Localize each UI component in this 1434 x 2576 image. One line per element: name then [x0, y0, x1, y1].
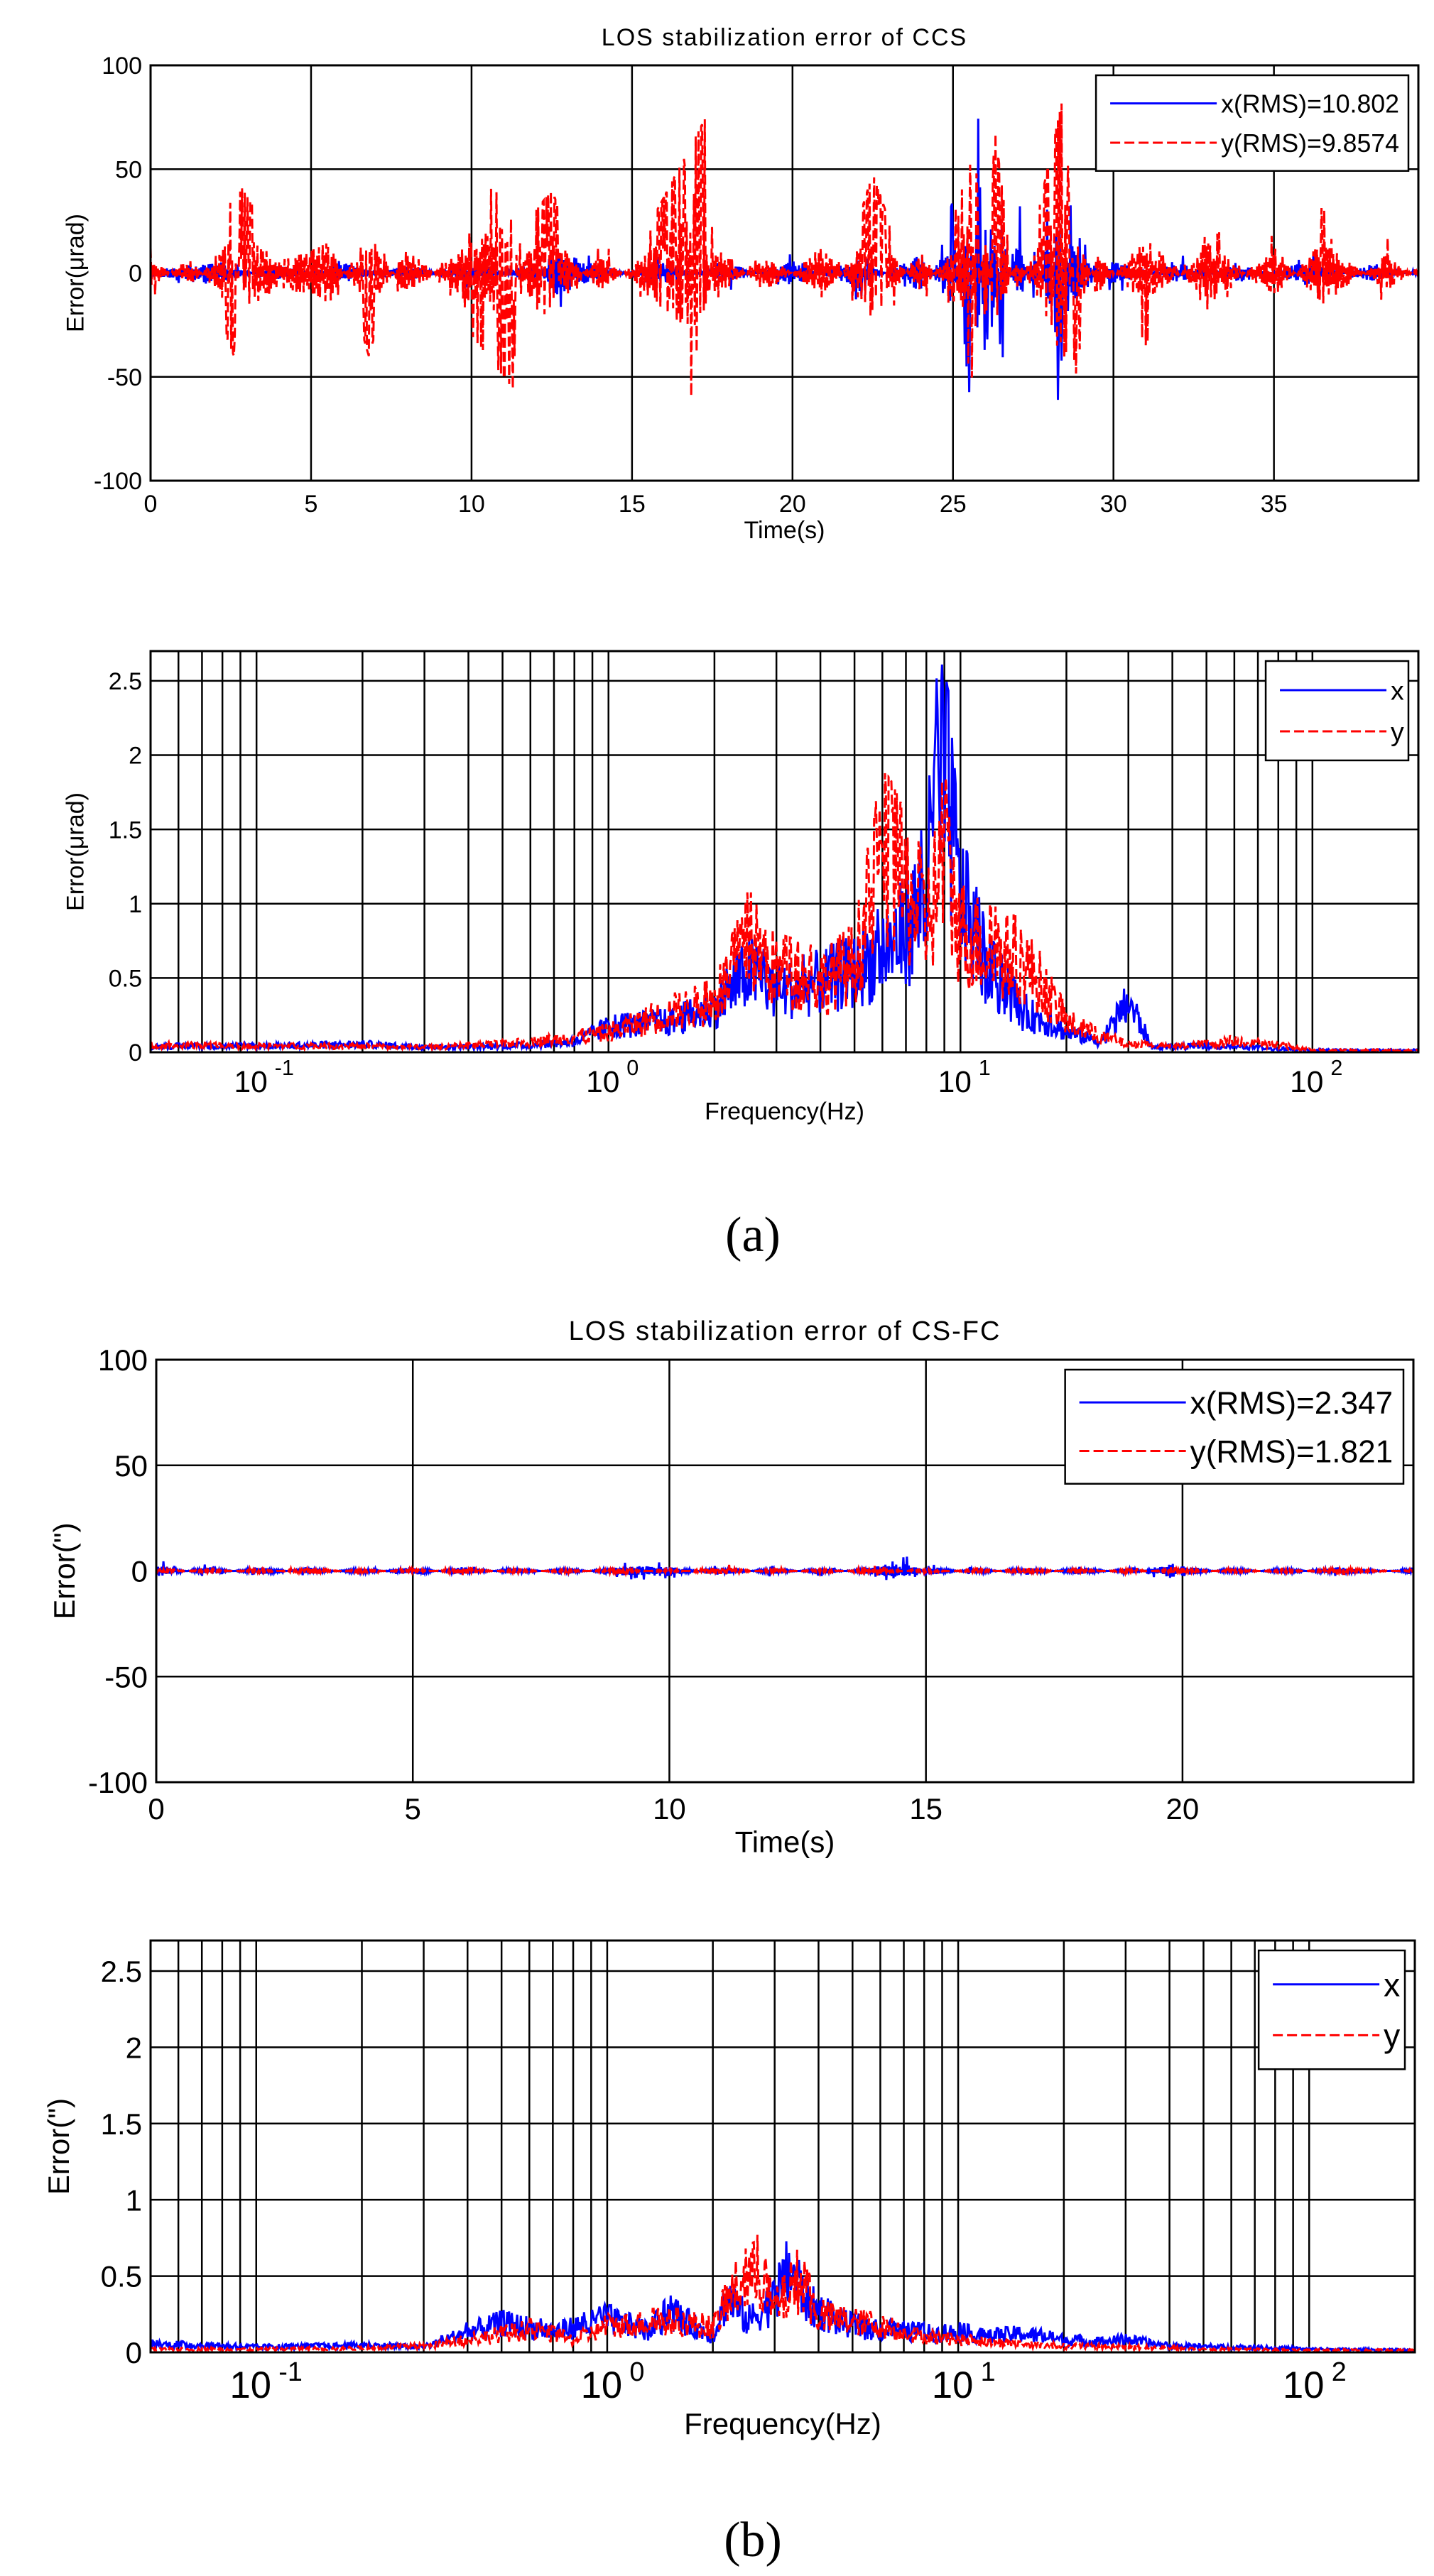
axes-frame	[149, 650, 1420, 1054]
series-line-x	[151, 664, 1418, 1052]
y-tick-label: -100	[88, 1766, 148, 1799]
chart-b1: 0 5 10 15 20 -100 -50 0 50 100 Time(s) Error(") LOS …	[48, 1316, 1415, 1858]
x-tick-label: 5	[405, 1792, 421, 1825]
legend: x(RMS)=2.347 y(RMS)=1.821	[1064, 1368, 1405, 1485]
x-tick-label: 10	[1290, 1066, 1323, 1099]
series-line-y	[151, 773, 1418, 1052]
legend: xy	[1257, 1949, 1406, 2070]
x-tick-label-exponent: 0	[629, 2357, 644, 2387]
y-tick-label: 100	[98, 1343, 148, 1377]
y-axis-label: Error(")	[42, 2098, 75, 2195]
series-group	[151, 664, 1418, 1052]
grid	[151, 1941, 1415, 2352]
y-tick-label: 0	[129, 1039, 142, 1066]
y-tick-label: 0.5	[101, 2260, 142, 2293]
x-tick-label-exponent: 0	[626, 1056, 639, 1080]
series-line-x	[151, 2241, 1415, 2352]
legend-label: y	[1391, 716, 1404, 746]
panel-label-b: (b)	[724, 2513, 782, 2567]
x-tick-label-exponent: 2	[1332, 2357, 1347, 2387]
series-line-y	[151, 2234, 1415, 2352]
x-tick-label: 10	[1283, 2364, 1324, 2406]
y-tick-label: -100	[94, 468, 142, 495]
series-group	[156, 1556, 1413, 1581]
legend: x(RMS)=10.802 y(RMS)=9.8574	[1094, 74, 1410, 172]
y-tick-label: 50	[114, 1449, 148, 1483]
y-tick-label: -50	[104, 1660, 148, 1693]
legend-label: x	[1384, 1966, 1400, 2003]
legend-label: y	[1384, 2017, 1400, 2054]
series-line-y	[151, 103, 1418, 396]
x-axis-label: Time(s)	[744, 517, 825, 544]
y-tick-label: 2.5	[109, 668, 142, 695]
y-tick-label: 1	[126, 2183, 142, 2217]
series-line-y	[156, 1563, 1413, 1578]
legend-box	[1064, 1368, 1405, 1485]
series-group	[151, 103, 1418, 400]
y-tick-label: 1	[129, 891, 142, 918]
legend-box	[1094, 74, 1410, 172]
legend-label: x	[1391, 675, 1404, 705]
x-tick-label: 20	[779, 491, 806, 518]
y-tick-label: 0.5	[109, 966, 142, 993]
y-axis-label: Error(μrad)	[63, 214, 89, 332]
x-tick-label: 10	[932, 2364, 973, 2406]
x-tick-label: 0	[148, 1792, 164, 1825]
legend-label: x(RMS)=10.802	[1221, 90, 1399, 119]
y-tick-label: 2	[126, 2031, 142, 2064]
x-tick-label: 10	[581, 2364, 622, 2406]
chart-title: LOS stabilization error of CCS	[602, 24, 967, 51]
y-axis-label: Error(")	[48, 1522, 81, 1619]
x-tick-label-exponent: 2	[1330, 1056, 1342, 1080]
x-axis-label: Time(s)	[735, 1825, 835, 1858]
legend-label: y(RMS)=9.8574	[1221, 129, 1399, 158]
legend-label: y(RMS)=1.821	[1190, 1434, 1394, 1469]
x-tick-label-exponent: 1	[979, 1056, 991, 1080]
x-tick-label-exponent: -1	[278, 2357, 303, 2387]
x-tick-label: 10	[938, 1066, 972, 1099]
y-axis-label: Error(μrad)	[63, 792, 89, 911]
x-tick-label: 20	[1166, 1792, 1200, 1825]
axes-frame	[155, 1358, 1415, 1784]
panel-label-a: (a)	[725, 1208, 781, 1262]
y-tick-label: 1.5	[101, 2107, 142, 2141]
x-axis-label: Frequency(Hz)	[705, 1098, 864, 1125]
x-tick-label: 10	[653, 1792, 686, 1825]
y-tick-label: 100	[102, 53, 142, 80]
y-tick-label: 0	[129, 261, 142, 288]
x-tick-label: 10	[458, 491, 485, 518]
x-tick-label: 0	[144, 491, 158, 518]
x-tick-label: 25	[940, 491, 967, 518]
y-tick-label: 1.5	[109, 817, 142, 844]
x-tick-label: 10	[230, 2364, 271, 2406]
y-tick-label: -50	[107, 364, 142, 391]
legend-box	[1257, 1949, 1406, 2070]
legend: xy	[1264, 660, 1410, 762]
x-tick-label: 35	[1261, 491, 1288, 518]
x-tick-label: 10	[234, 1066, 268, 1099]
x-tick-label: 5	[304, 491, 317, 518]
chart-title: LOS stabilization error of CS-FC	[569, 1316, 1001, 1346]
x-tick-label: 30	[1100, 491, 1127, 518]
axes-frame	[149, 64, 1420, 482]
y-tick-label: 2	[129, 743, 142, 770]
x-tick-label-exponent: -1	[275, 1056, 294, 1080]
axes-frame	[149, 1939, 1416, 2354]
x-tick-label: 10	[586, 1066, 619, 1099]
x-tick-label-exponent: 1	[981, 2357, 996, 2387]
series-group	[151, 2234, 1415, 2352]
chart-b2: 10 -1 10 0 10 1 10 200.511.522.5Frequency(Hz)Er…	[42, 1939, 1416, 2440]
y-tick-label: 2.5	[101, 1955, 142, 1988]
x-axis-label: Frequency(Hz)	[684, 2407, 881, 2440]
chart-a2: 10 -1 10 0 10 1 10 2 0 0.5 1 1.5 2 2.5 Frequency(Hz) Er…	[63, 650, 1420, 1125]
legend-label: x(RMS)=2.347	[1190, 1386, 1394, 1421]
chart-a1: 0 5 10 15 20 25 30 35 -100 -50 0 50 100 Time(s) Error(…	[63, 24, 1420, 544]
y-tick-label: 0	[126, 2336, 142, 2369]
legend-box	[1264, 660, 1410, 762]
y-tick-label: 0	[131, 1555, 148, 1588]
y-tick-label: 50	[115, 156, 142, 183]
x-tick-label: 15	[619, 491, 646, 518]
x-tick-label: 15	[909, 1792, 943, 1825]
